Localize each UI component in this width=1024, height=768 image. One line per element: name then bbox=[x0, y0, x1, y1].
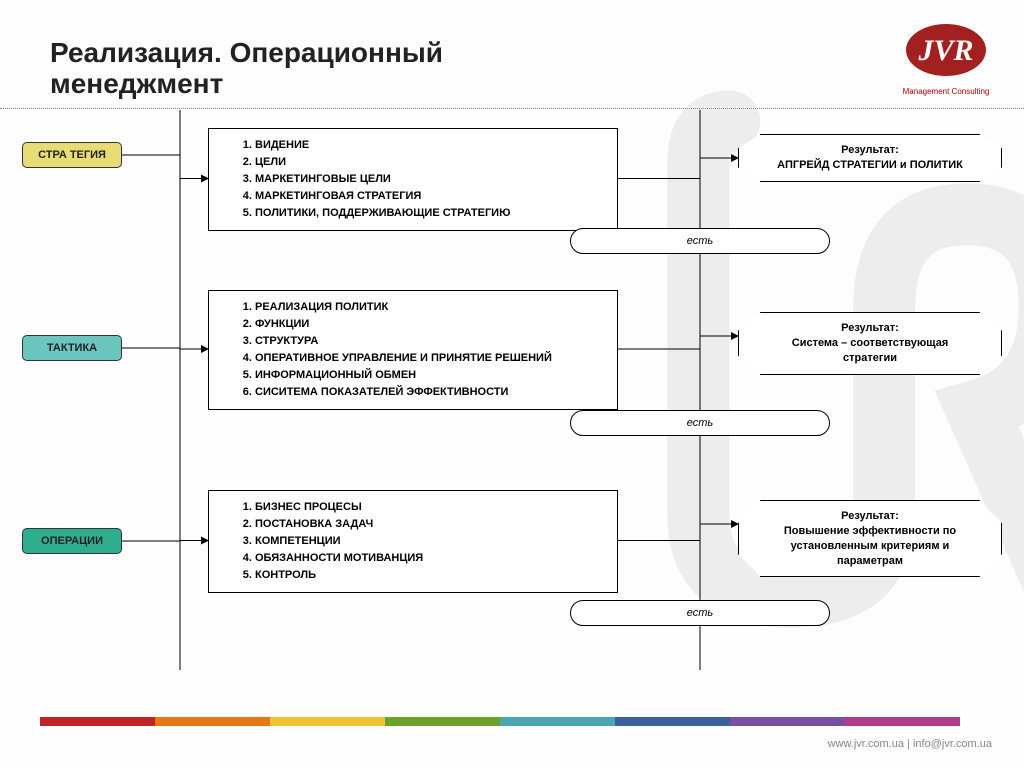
title-underline bbox=[0, 108, 1024, 109]
list-item: ПОСТАНОВКА ЗАДАЧ bbox=[255, 516, 603, 533]
pill-1: есть bbox=[570, 410, 830, 436]
list-item: БИЗНЕС ПРОЦЕСЫ bbox=[255, 499, 603, 516]
logo-tagline: Management Consulting bbox=[896, 87, 996, 96]
list-item: ОПЕРАТИВНОЕ УПРАВЛЕНИЕ И ПРИНЯТИЕ РЕШЕНИ… bbox=[255, 350, 603, 367]
list-item: СИСИТЕМА ПОКАЗАТЕЛЕЙ ЭФФЕКТИВНОСТИ bbox=[255, 384, 603, 401]
logo: JVR Management Consulting bbox=[896, 20, 996, 96]
footer-sep: | bbox=[904, 738, 913, 750]
title-line-1: Реализация. Операционный bbox=[50, 37, 443, 68]
pill-0: есть bbox=[570, 228, 830, 254]
footer-email: info@jvr.com.ua bbox=[913, 738, 992, 750]
list-box-0: ВИДЕНИЕЦЕЛИМАРКЕТИНГОВЫЕ ЦЕЛИМАРКЕТИНГОВ… bbox=[208, 128, 618, 231]
list-item: СТРУКТУРА bbox=[255, 333, 603, 350]
footer-color-bar bbox=[40, 717, 960, 726]
level-label-2: ОПЕРАЦИИ bbox=[22, 528, 122, 554]
logo-mark: JVR bbox=[901, 20, 991, 80]
result-box-2: Результат:Повышение эффективности по уст… bbox=[760, 500, 980, 577]
list-item: ПОЛИТИКИ, ПОДДЕРЖИВАЮЩИЕ СТРАТЕГИЮ bbox=[255, 205, 603, 222]
list-item: ОБЯЗАННОСТИ МОТИВАНЦИЯ bbox=[255, 550, 603, 567]
list-item: ВИДЕНИЕ bbox=[255, 137, 603, 154]
list-item: КОМПЕТЕНЦИИ bbox=[255, 533, 603, 550]
list-item: МАРКЕТИНГОВЫЕ ЦЕЛИ bbox=[255, 171, 603, 188]
list-item: РЕАЛИЗАЦИЯ ПОЛИТИК bbox=[255, 299, 603, 316]
list-box-1: РЕАЛИЗАЦИЯ ПОЛИТИКФУНКЦИИСТРУКТУРАОПЕРАТ… bbox=[208, 290, 618, 410]
list-item: ЦЕЛИ bbox=[255, 154, 603, 171]
pill-2: есть bbox=[570, 600, 830, 626]
list-item: ИНФОРМАЦИОННЫЙ ОБМЕН bbox=[255, 367, 603, 384]
level-label-1: ТАКТИКА bbox=[22, 335, 122, 361]
level-label-0: СТРА ТЕГИЯ bbox=[22, 142, 122, 168]
diagram-canvas: СТРА ТЕГИЯ ВИДЕНИЕЦЕЛИМАРКЕТИНГОВЫЕ ЦЕЛИМ… bbox=[0, 110, 1024, 700]
list-item: ФУНКЦИИ bbox=[255, 316, 603, 333]
svg-text:JVR: JVR bbox=[917, 34, 973, 67]
title-line-2: менеджмент bbox=[50, 68, 223, 99]
result-box-0: Результат:АПГРЕЙД СТРАТЕГИИ и ПОЛИТИК bbox=[760, 134, 980, 182]
result-box-1: Результат:Система – соответствующая стра… bbox=[760, 312, 980, 375]
footer: www.jvr.com.ua | info@jvr.com.ua bbox=[828, 738, 992, 750]
page-title: Реализация. Операционный менеджмент bbox=[50, 38, 443, 100]
list-item: КОНТРОЛЬ bbox=[255, 567, 603, 584]
footer-url: www.jvr.com.ua bbox=[828, 738, 904, 750]
list-item: МАРКЕТИНГОВАЯ СТРАТЕГИЯ bbox=[255, 188, 603, 205]
list-box-2: БИЗНЕС ПРОЦЕСЫПОСТАНОВКА ЗАДАЧКОМПЕТЕНЦИ… bbox=[208, 490, 618, 593]
